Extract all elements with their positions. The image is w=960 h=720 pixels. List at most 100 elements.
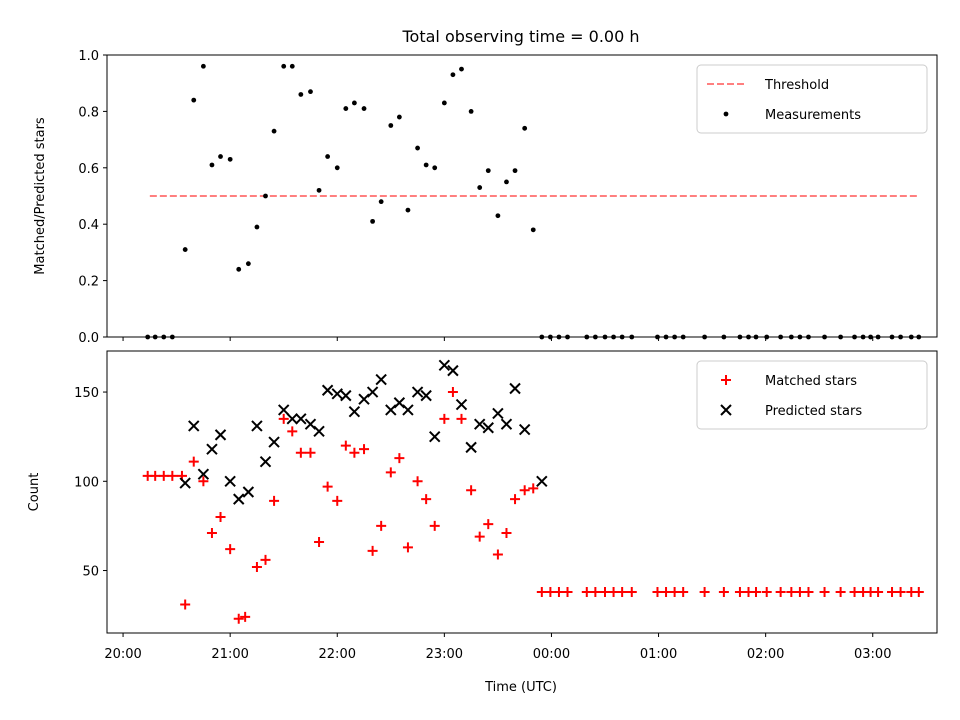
matched-star-point [600,586,610,597]
predicted-star-point [375,373,387,386]
matched-star-point [447,387,458,398]
predicted-star-point [242,486,255,498]
measurement-point [450,72,456,78]
measurement-point [396,114,402,120]
measurement-point [361,106,367,111]
matched-star-point [295,447,306,458]
measurement-point [298,92,304,97]
predicted-star-point [447,364,459,377]
predicted-star-point [197,468,210,480]
measurement-point [289,63,295,69]
measurement-point [200,63,206,69]
measurement-point [343,106,349,111]
matched-star-point [761,586,772,597]
matched-star-point [786,586,797,597]
y-tick-label: 0.4 [78,218,99,233]
y-tick-label: 100 [74,475,99,490]
matched-star-point [251,561,262,572]
matched-star-point [314,536,325,547]
legend-box [696,64,928,134]
matched-star-point [483,519,494,530]
predicted-star-point [206,443,218,455]
predicted-star-point [224,475,236,487]
measurement-point [468,109,474,114]
x-tick-label: 02:00 [747,647,784,662]
matched-star-point [590,586,601,597]
measurement-point [459,66,464,72]
matched-star-point [225,544,236,555]
predicted-star-point [385,404,397,416]
matched-star-point [699,586,710,597]
matched-star-point [376,520,387,531]
matched-star-point [835,586,846,597]
y-tick-label: 0.2 [78,275,99,290]
predicted-star-point [366,386,379,398]
predicted-star-point [473,418,486,430]
matched-star-point [794,586,805,597]
matched-star-point [873,586,884,597]
measurement-point [415,145,420,151]
y-axis-label: Matched/Predicted stars [33,117,48,275]
count-panel: 50 100 150 20:00 21:00 22:00 23:00 00:00 01:00 02… [27,350,938,662]
matched-star-point [492,549,503,560]
measurement-point [271,128,277,134]
matched-star-point [367,545,378,556]
y-tick-label: 1.0 [78,49,99,64]
predicted-star-point [268,436,280,448]
x-tick-label: 21:00 [211,647,248,662]
measurement-point [512,168,518,174]
predicted-star-point [340,389,352,402]
y-tick-label: 0.6 [78,162,99,177]
x-tick-label: 23:00 [426,647,463,662]
predicted-star-point [358,393,370,405]
predicted-star-point [214,429,227,441]
measurement-point [191,97,197,103]
measurement-point [227,156,233,162]
matched-star-point [188,456,199,467]
measurement-point [182,247,188,252]
predicted-star-point [429,430,441,443]
measurement-point [334,165,340,171]
y-tick-label: 150 [74,386,99,401]
legend-label: Threshold [764,78,829,93]
measurement-point [236,266,242,272]
predicted-star-point [455,398,468,411]
matched-star-point [562,586,573,597]
matched-star-point [278,413,289,424]
predicted-star-point [233,493,245,505]
matched-star-point [240,611,251,622]
predicted-star-point [482,422,494,434]
matched-star-point [287,426,298,437]
matched-star-point [545,586,556,597]
axes-frame [106,54,938,338]
legend: Threshold Measurements [696,64,928,134]
measurement-point [370,218,375,224]
matched-star-point [775,586,786,597]
measurement-point [245,261,251,267]
matched-star-point [233,613,244,624]
y-tick-label: 50 [82,565,99,580]
matched-star-point [474,531,485,542]
matched-star-point [158,470,169,481]
measurement-point [378,199,384,205]
matched-star-point [332,495,343,506]
y-axis-label: Count [27,473,42,512]
predicted-star-point [420,389,432,402]
x-tick-label: 00:00 [533,647,570,662]
matched-star-point [626,586,637,597]
matched-star-point [501,528,512,539]
measurement-point [477,185,483,190]
measurement-point [316,187,322,193]
matched-star-point [167,470,178,481]
legend: Matched stars Predicted stars [696,360,928,430]
matched-star-point [359,444,370,455]
matched-star-point [466,485,477,496]
matched-star-point [617,586,628,597]
matched-star-point [718,586,729,597]
matched-star-point [608,586,619,597]
legend-label: Matched stars [765,374,857,389]
matched-star-point [402,542,413,553]
matched-star-point [260,554,271,565]
matched-star-point [269,495,280,506]
